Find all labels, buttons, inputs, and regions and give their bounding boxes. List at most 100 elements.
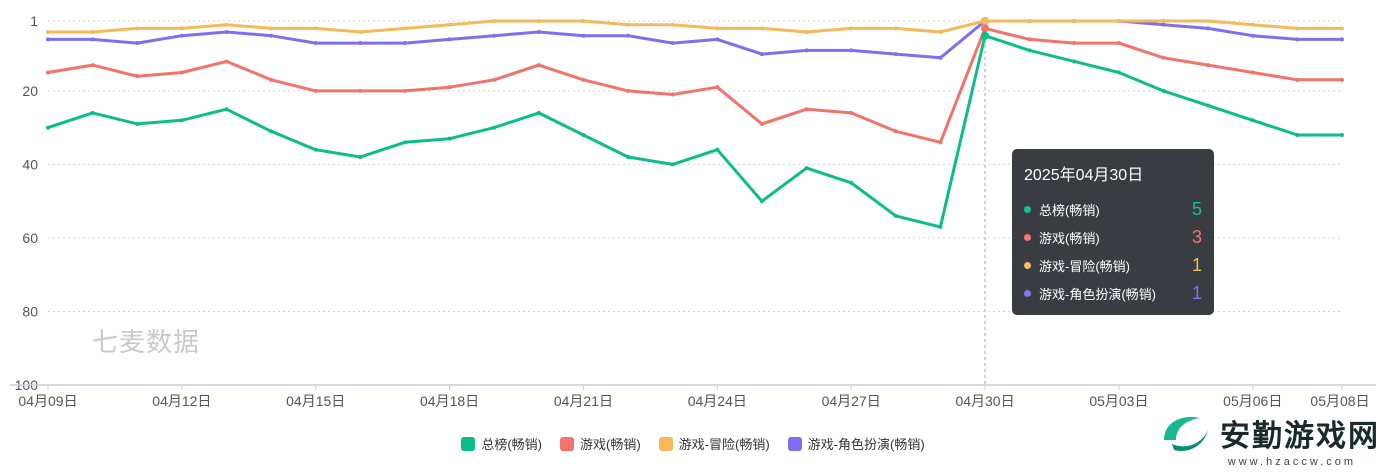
data-point bbox=[90, 110, 95, 115]
tooltip-series-name: 游戏(畅销) bbox=[1039, 230, 1100, 246]
data-point bbox=[313, 26, 318, 31]
x-axis: 04月09日 04月12日 04月15日 04月18日 04月21日 04月24日 04月2… bbox=[10, 384, 1376, 409]
data-point bbox=[1161, 88, 1166, 93]
data-point bbox=[581, 132, 586, 137]
legend-label: 游戏(畅销) bbox=[580, 437, 641, 452]
data-point bbox=[981, 17, 990, 25]
data-point bbox=[313, 41, 318, 46]
grid-lines bbox=[48, 20, 1342, 312]
data-point bbox=[1295, 132, 1300, 137]
data-point bbox=[715, 147, 720, 152]
data-point bbox=[447, 136, 452, 141]
x-tick-label: 04月24日 bbox=[688, 393, 747, 409]
legend: 总榜(畅销) 游戏(畅销) 游戏-冒险(畅销) 游戏-角色扮演(畅销) bbox=[0, 434, 1386, 453]
site-logo-text: 安勤游戏网 bbox=[1220, 420, 1380, 453]
data-point bbox=[626, 22, 631, 27]
tooltip-row: 总榜(畅销) 5 bbox=[1024, 195, 1202, 223]
data-point bbox=[759, 121, 764, 126]
data-point bbox=[402, 41, 407, 46]
data-point bbox=[224, 30, 229, 35]
x-tick-label: 05月03日 bbox=[1089, 393, 1148, 409]
data-point bbox=[581, 33, 586, 38]
data-point bbox=[224, 107, 229, 112]
data-point bbox=[804, 30, 809, 35]
data-point bbox=[135, 26, 140, 31]
x-tick-label: 04月30日 bbox=[955, 393, 1014, 409]
data-point bbox=[1250, 22, 1255, 27]
data-point bbox=[358, 88, 363, 93]
x-tick-label: 04月12日 bbox=[152, 393, 211, 409]
legend-swatch-icon bbox=[658, 436, 673, 451]
data-point bbox=[1295, 77, 1300, 82]
tooltip-series-name: 游戏-角色扮演(畅销) bbox=[1039, 286, 1156, 302]
data-point bbox=[1161, 22, 1166, 27]
tooltip-series-value: 1 bbox=[1191, 254, 1202, 275]
tooltip-series-name: 总榜(畅销) bbox=[1039, 202, 1100, 218]
series-lines[interactable] bbox=[46, 17, 1344, 229]
data-point bbox=[1340, 26, 1344, 31]
data-point bbox=[759, 26, 764, 31]
data-point bbox=[135, 121, 140, 126]
tooltip-series-value: 3 bbox=[1191, 226, 1202, 247]
data-point bbox=[759, 199, 764, 204]
data-point bbox=[893, 213, 898, 218]
data-point bbox=[938, 224, 943, 229]
tooltip-series-value: 1 bbox=[1191, 282, 1202, 303]
data-point bbox=[670, 22, 675, 27]
data-point bbox=[179, 70, 184, 75]
data-point bbox=[313, 147, 318, 152]
data-point bbox=[1295, 37, 1300, 42]
data-point bbox=[1206, 19, 1211, 23]
tooltip: 2025年04月30日 总榜(畅销) 5 游戏(畅销) 3 游戏-冒险(畅销) … bbox=[1012, 149, 1214, 315]
data-point bbox=[46, 37, 50, 42]
series-line bbox=[47, 34, 1342, 229]
data-point bbox=[893, 129, 898, 134]
x-tick-label: 04月18日 bbox=[420, 393, 479, 409]
series-line bbox=[47, 26, 1342, 144]
legend-item-games[interactable]: 游戏(畅销) bbox=[560, 434, 641, 453]
data-point bbox=[715, 37, 720, 42]
data-point bbox=[224, 22, 229, 27]
legend-label: 游戏-角色扮演(畅销) bbox=[807, 437, 925, 452]
y-tick-label: 1 bbox=[30, 13, 38, 29]
legend-label: 总榜(畅销) bbox=[481, 437, 542, 452]
data-point bbox=[1027, 48, 1032, 53]
data-point bbox=[893, 52, 898, 57]
data-point bbox=[1072, 41, 1077, 46]
data-point bbox=[224, 59, 229, 64]
data-point bbox=[492, 77, 497, 82]
data-point bbox=[358, 41, 363, 46]
data-point bbox=[179, 33, 184, 38]
data-point bbox=[1340, 77, 1344, 82]
data-point bbox=[804, 48, 809, 53]
data-point bbox=[626, 33, 631, 38]
x-tick-label: 05月06日 bbox=[1223, 393, 1282, 409]
legend-swatch-icon bbox=[560, 436, 574, 451]
data-point bbox=[1027, 19, 1032, 23]
data-point bbox=[1206, 63, 1211, 68]
data-point bbox=[269, 33, 274, 38]
tooltip-dot-icon bbox=[1024, 233, 1031, 241]
data-point bbox=[536, 30, 541, 35]
legend-item-overall[interactable]: 总榜(畅销) bbox=[461, 434, 542, 453]
data-point bbox=[1072, 59, 1077, 64]
data-point bbox=[1116, 19, 1121, 23]
data-point bbox=[626, 88, 631, 93]
data-point bbox=[893, 26, 898, 31]
watermark-text: 七麦数据 bbox=[92, 327, 201, 357]
data-point bbox=[938, 140, 943, 145]
data-point bbox=[1340, 37, 1344, 42]
legend-item-rpg[interactable]: 游戏-角色扮演(畅销) bbox=[787, 434, 925, 453]
data-point bbox=[492, 125, 497, 130]
y-tick-label: 20 bbox=[22, 83, 38, 99]
legend-item-adventure[interactable]: 游戏-冒险(畅销) bbox=[658, 434, 770, 453]
data-point bbox=[670, 162, 675, 167]
site-logo-url: www.hzaccw.com bbox=[1227, 456, 1356, 468]
data-point bbox=[536, 110, 541, 115]
data-point bbox=[402, 88, 407, 93]
data-point bbox=[447, 37, 452, 42]
data-point bbox=[447, 22, 452, 27]
tooltip-row: 游戏-冒险(畅销) 1 bbox=[1024, 251, 1202, 279]
data-point bbox=[1250, 33, 1255, 38]
data-point bbox=[581, 77, 586, 82]
